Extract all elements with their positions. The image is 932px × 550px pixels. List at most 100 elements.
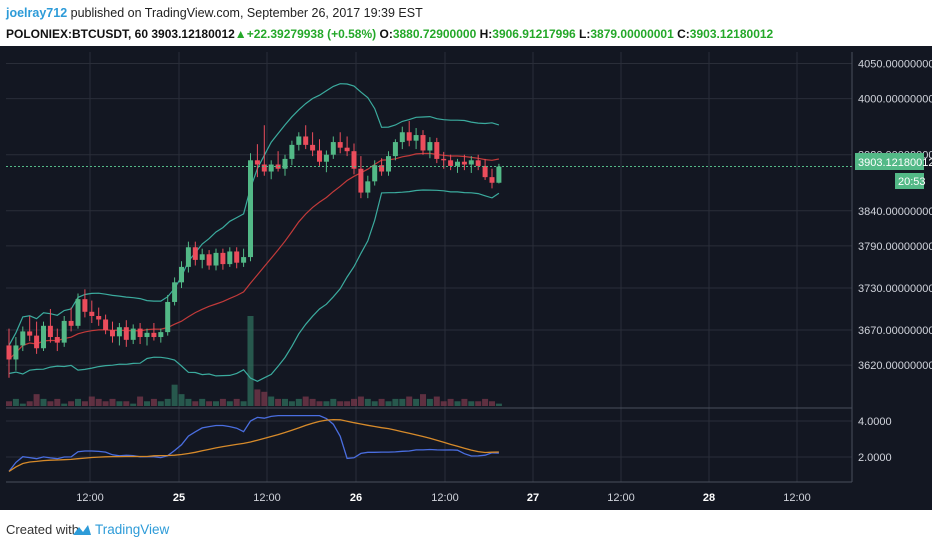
volume-bar <box>461 398 468 406</box>
time-tick-label: 12:00 <box>783 492 811 504</box>
volume-bar <box>206 401 213 406</box>
candle <box>386 151 391 176</box>
volume-bar <box>192 401 199 406</box>
price-tick-label: 3670.00000000 <box>858 325 932 337</box>
countdown-tag-text: 20:53 <box>898 176 926 188</box>
volume-bar <box>268 396 275 406</box>
publish-line: joelray712 published on TradingView.com,… <box>6 6 423 20</box>
grid <box>6 52 853 483</box>
candle <box>110 321 115 343</box>
volume-bar <box>495 403 502 406</box>
volume-bar <box>54 398 61 406</box>
candle <box>172 277 178 306</box>
candle <box>213 248 219 271</box>
candle <box>20 326 26 352</box>
volume-bar <box>330 398 337 406</box>
time-tick-label: 12:00 <box>253 492 281 504</box>
candle <box>6 328 12 378</box>
volume-bar <box>254 389 261 406</box>
candle <box>61 315 67 347</box>
candle <box>406 121 412 147</box>
candle <box>234 247 240 269</box>
volume-bar <box>33 394 40 406</box>
price-tick-label: 3620.00000000 <box>858 360 932 372</box>
candle <box>192 241 198 266</box>
candle <box>427 137 433 159</box>
up-arrow-icon: ▲ <box>234 27 247 41</box>
tradingview-logo-icon <box>73 525 91 535</box>
price-axis[interactable]: 4050.000000004000.000000003920.000000003… <box>858 59 932 373</box>
volume-bar <box>150 398 157 406</box>
volume-bars <box>6 316 502 406</box>
candle <box>68 307 74 332</box>
footer: Created with TradingView <box>0 510 932 550</box>
volume-bar <box>489 401 495 406</box>
candle <box>254 144 260 178</box>
chart-area[interactable]: 4050.000000004000.000000003920.000000003… <box>0 46 932 510</box>
candle <box>372 160 378 186</box>
volume-bar <box>261 391 268 406</box>
volume-bar <box>157 401 164 406</box>
candle <box>475 154 481 171</box>
volume-bar <box>433 396 440 406</box>
author-link[interactable]: joelray712 <box>6 6 68 20</box>
candle <box>420 130 426 155</box>
time-tick-label: 12:00 <box>431 492 459 504</box>
candle <box>89 300 95 324</box>
symbol-label: POLONIEX:BTCUSDT, 60 <box>6 27 149 41</box>
oscillator-axis[interactable]: 4.0000 2.0000 <box>858 416 892 464</box>
volume-bar <box>288 401 295 406</box>
candle <box>330 136 336 159</box>
candle <box>199 248 205 269</box>
candle <box>206 250 212 270</box>
oscillator-slow-line <box>8 418 499 472</box>
candle <box>248 153 253 262</box>
candle <box>47 308 53 343</box>
volume-bar <box>233 398 240 406</box>
tradingview-brand-link[interactable]: TradingView <box>95 522 170 537</box>
volume-bar <box>75 398 81 406</box>
current-price-tag-text: 3903.12180012 <box>858 157 932 169</box>
candle <box>116 323 122 346</box>
candle <box>468 156 474 173</box>
volume-bar <box>47 401 54 406</box>
low-label: L: <box>579 27 591 41</box>
low-value: 3879.00000001 <box>590 27 674 41</box>
current-price-tag: 3903.12180012 <box>855 153 932 170</box>
volume-bar <box>385 401 392 406</box>
volume-bar <box>482 398 489 406</box>
candle <box>130 324 136 345</box>
candle <box>13 337 19 371</box>
volume-bar <box>392 398 399 406</box>
candles <box>6 121 502 378</box>
volume-bar <box>213 401 219 406</box>
volume-bar <box>309 398 316 406</box>
time-tick-label: 12:00 <box>76 492 104 504</box>
volume-bar <box>199 398 206 406</box>
volume-bar <box>123 401 130 406</box>
volume-bar <box>413 398 420 406</box>
volume-bar <box>226 401 233 406</box>
volume-bar <box>240 401 247 406</box>
volume-bar <box>406 396 413 406</box>
volume-bar <box>282 398 288 406</box>
oscillator-fast-line <box>8 414 499 472</box>
candle <box>165 294 171 336</box>
high-label: H: <box>479 27 493 41</box>
volume-bar <box>337 401 344 406</box>
volume-bar <box>426 398 433 406</box>
volume-bar <box>454 401 461 406</box>
candle <box>344 136 350 157</box>
volume-bar <box>371 401 378 406</box>
open-label: O: <box>379 27 393 41</box>
chart-background <box>0 46 932 510</box>
volume-bar <box>95 398 102 406</box>
ohlc-line: POLONIEX:BTCUSDT, 60 3903.12180012▲+22.3… <box>6 27 773 41</box>
volume-bar <box>144 401 150 406</box>
time-tick-label: 27 <box>527 492 539 504</box>
candle <box>455 158 460 173</box>
candle <box>34 321 40 354</box>
time-tick-label: 12:00 <box>607 492 635 504</box>
time-axis[interactable]: 12:00 25 12:00 26 12:00 27 12:00 28 12:00 <box>76 492 811 504</box>
volume-bar <box>61 403 68 406</box>
